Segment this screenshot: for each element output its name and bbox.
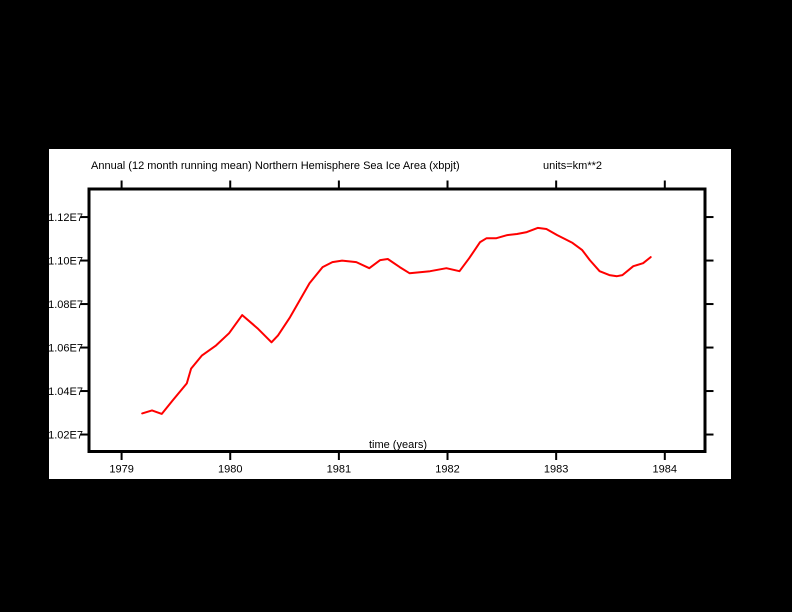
y-tick-label: 1.08E7 <box>49 299 83 311</box>
x-tick-label: 1981 <box>327 464 351 476</box>
chart-units-label: units=km**2 <box>543 160 602 172</box>
x-tick-label: 1980 <box>218 464 242 476</box>
y-tick-label: 1.06E7 <box>49 343 83 355</box>
y-axis-ticks <box>80 216 714 436</box>
chart-panel: Annual (12 month running mean) Northern … <box>48 149 731 479</box>
y-tick-label: 1.04E7 <box>49 386 83 398</box>
y-axis-tick-labels: 1.02E7 1.04E7 1.06E7 1.08E7 1.10E7 1.12E7 <box>48 212 83 442</box>
plot-box <box>87 187 707 453</box>
sea-ice-chart: Annual (12 month running mean) Northern … <box>48 160 714 476</box>
x-axis-ticks <box>120 180 666 460</box>
y-tick-label: 1.02E7 <box>49 430 83 442</box>
x-tick-label: 1979 <box>109 464 133 476</box>
x-tick-label: 1983 <box>544 464 568 476</box>
x-tick-label: 1982 <box>435 464 459 476</box>
x-axis-title: time (years) <box>369 439 427 451</box>
chart-title: Annual (12 month running mean) Northern … <box>91 160 460 172</box>
y-tick-label: 1.10E7 <box>49 256 83 268</box>
data-line <box>141 226 652 415</box>
y-tick-label: 1.12E7 <box>49 212 83 224</box>
x-tick-label: 1984 <box>653 464 677 476</box>
x-axis-tick-labels: 1979 1980 1981 1982 1983 1984 <box>109 464 677 476</box>
